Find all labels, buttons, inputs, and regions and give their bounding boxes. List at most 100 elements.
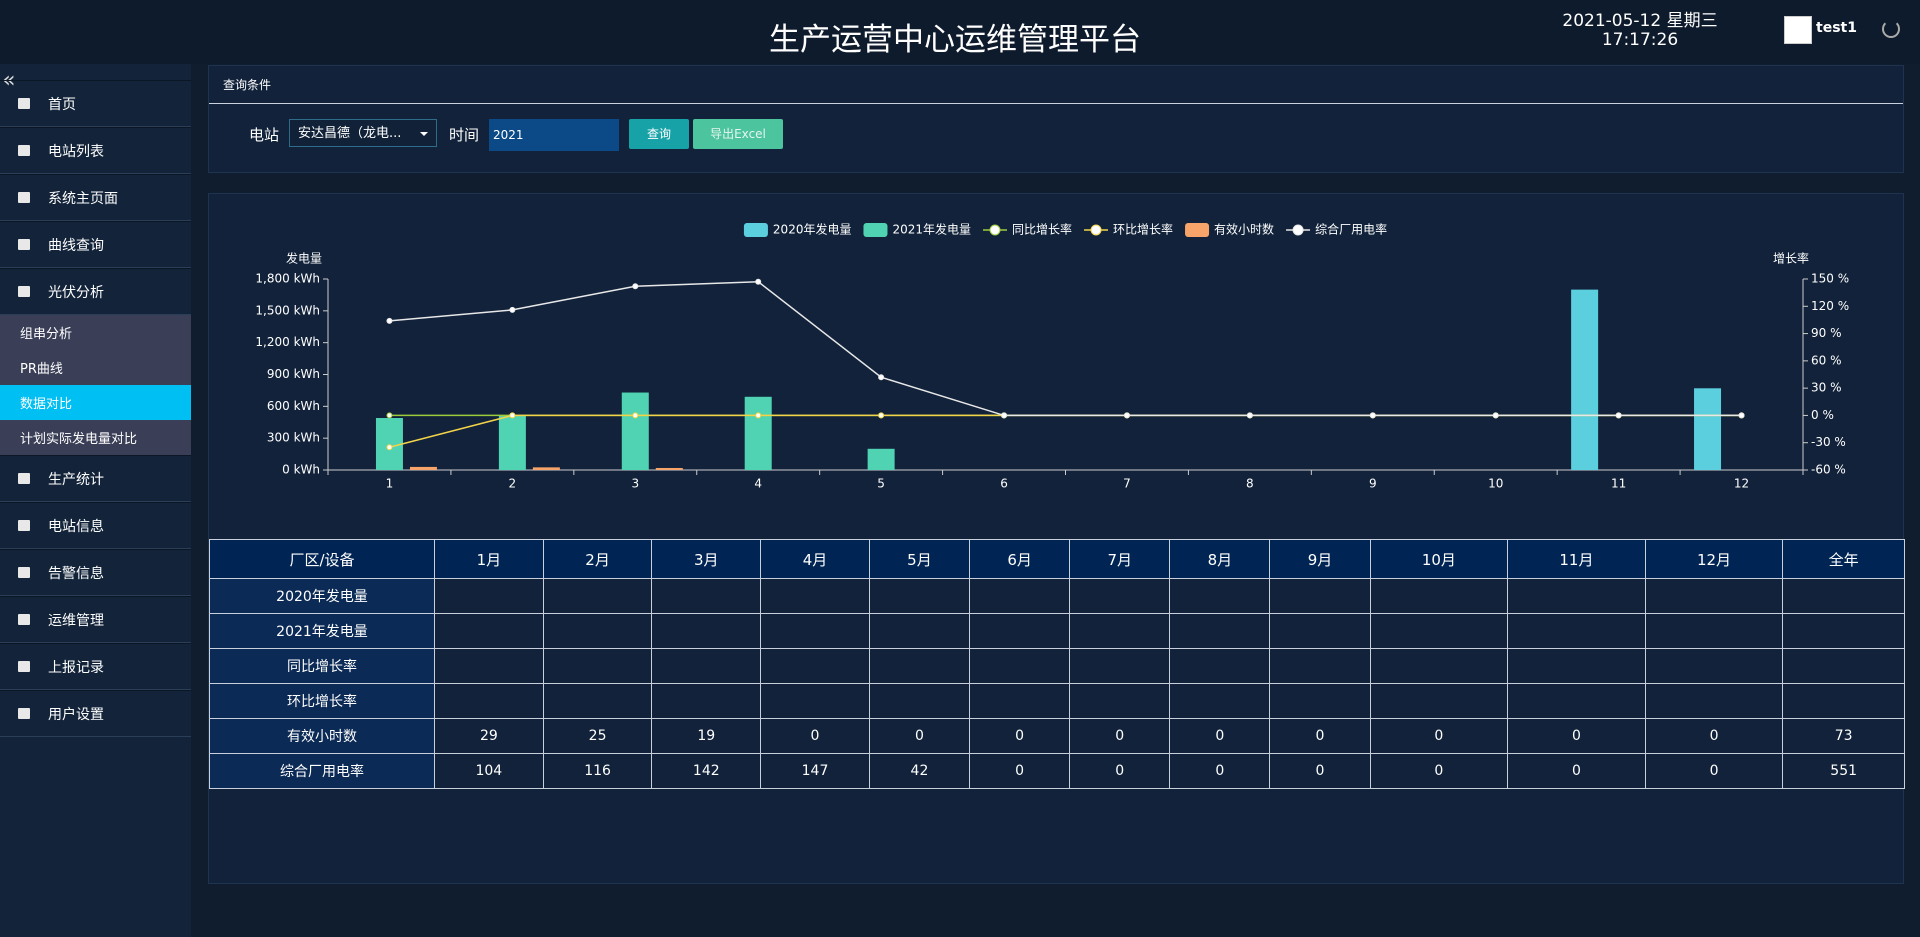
legend-label[interactable]: 综合厂用电率: [1315, 222, 1387, 237]
table-cell: 0: [760, 718, 870, 754]
bar: [655, 467, 683, 470]
table-cell: 0: [1169, 718, 1271, 754]
avatar[interactable]: [1784, 16, 1812, 44]
submenu-item[interactable]: 计划实际发电量对比: [0, 420, 191, 455]
time: 17:17:26: [1601, 30, 1679, 50]
station-select[interactable]: 安达昌德（龙电...: [289, 119, 437, 147]
line: [389, 280, 1742, 417]
y2-tick-label: -60 %: [1811, 463, 1846, 477]
table-cell: 73: [1782, 718, 1905, 754]
table-cell: [1169, 613, 1271, 649]
legend-label[interactable]: 2021年发电量: [892, 222, 971, 237]
x-tick-label: 6: [1000, 477, 1008, 491]
table-cell: 29: [434, 718, 544, 754]
bar: [867, 448, 895, 470]
menu-item[interactable]: 系统主页面: [0, 174, 191, 221]
legend-label[interactable]: 2020年发电量: [773, 222, 852, 237]
y2-tick-label: 30 %: [1811, 381, 1842, 395]
x-tick-label: 4: [754, 477, 762, 491]
query-panel: 查询条件 电站 安达昌德（龙电... 时间 2021 查询 导出Excel: [208, 65, 1904, 173]
x-tick-label: 2: [509, 477, 517, 491]
legend-swatch[interactable]: [863, 223, 888, 237]
bar: [621, 392, 649, 470]
bar: [409, 466, 437, 470]
user-name[interactable]: test1: [1816, 20, 1857, 36]
submenu-item[interactable]: 数据对比: [0, 385, 191, 420]
menu-icon: [18, 98, 30, 109]
table-cell: [1507, 648, 1646, 684]
line: [389, 414, 1742, 448]
column-header: 4月: [760, 539, 870, 579]
menu-item[interactable]: 用户设置: [0, 690, 191, 737]
y-axis-title: 发电量: [286, 251, 322, 266]
logout-button[interactable]: [1882, 20, 1900, 38]
table-cell: 25: [542, 718, 653, 754]
legend-swatch[interactable]: [1292, 224, 1304, 236]
menu-label: 生产统计: [48, 471, 104, 488]
table-row: 有效小时数 29 25 19 0 0 0 0 0 0 0 0 0 73: [209, 718, 1905, 754]
table-header: 厂区/设备 1月 2月 3月 4月 5月 6月 7月 8月 9月 10月 11月 12月 全年: [209, 539, 1905, 579]
table-cell: [969, 578, 1071, 614]
menu-item[interactable]: 电站列表: [0, 127, 191, 174]
menu-item[interactable]: 运维管理: [0, 596, 191, 643]
submenu-item[interactable]: 组串分析: [0, 315, 191, 350]
point: [878, 412, 885, 419]
legend-label[interactable]: 同比增长率: [1012, 222, 1072, 237]
menu-item[interactable]: 光伏分析: [0, 268, 191, 315]
submenu-item[interactable]: PR曲线: [0, 350, 191, 385]
y-tick-label: 1,200 kWh: [255, 335, 320, 349]
menu-label: 电站信息: [48, 518, 104, 535]
menu-item[interactable]: 曲线查询: [0, 221, 191, 268]
menu-item[interactable]: 电站信息: [0, 502, 191, 549]
x-tick-label: 7: [1123, 477, 1131, 491]
menu-item[interactable]: 生产统计: [0, 455, 191, 502]
data-table: 厂区/设备 1月 2月 3月 4月 5月 6月 7月 8月 9月 10月 11月 12月 全年 2020年发…: [209, 539, 1905, 789]
legend-label[interactable]: 有效小时数: [1214, 222, 1274, 237]
point: [509, 306, 516, 313]
panel-title: 查询条件: [223, 78, 272, 92]
table-cell: [1169, 648, 1271, 684]
column-header: 2月: [542, 539, 653, 579]
table-cell: [1069, 578, 1171, 614]
search-button[interactable]: 查询: [629, 119, 689, 149]
export-button[interactable]: 导出Excel: [693, 119, 783, 149]
table-cell: [1782, 578, 1905, 614]
table-cell: [1644, 578, 1784, 614]
legend-swatch[interactable]: [1090, 224, 1102, 236]
table-cell: 0: [969, 753, 1071, 789]
point: [878, 374, 885, 381]
table-cell: 104: [434, 753, 544, 789]
legend-swatch[interactable]: [1185, 223, 1210, 237]
menu-item[interactable]: 上报记录: [0, 643, 191, 690]
point: [1615, 412, 1622, 419]
time-label: 时间: [449, 126, 480, 144]
table-cell: [1507, 683, 1646, 719]
year-input[interactable]: 2021: [489, 119, 619, 151]
table-cell: [1169, 683, 1271, 719]
table-cell: [1369, 613, 1509, 649]
table-cell: [1269, 578, 1371, 614]
table-cell: [434, 613, 544, 649]
menu-icon: [18, 567, 30, 578]
table-cell: [1069, 613, 1171, 649]
table-cell: 0: [1369, 718, 1509, 754]
legend-label[interactable]: 环比增长率: [1113, 222, 1173, 237]
menu-item[interactable]: 告警信息: [0, 549, 191, 596]
legend-swatch[interactable]: [743, 223, 768, 237]
column-header: 12月: [1644, 539, 1784, 579]
page-title: 生产运营中心运维管理平台: [769, 22, 1141, 58]
table-cell: 42: [868, 753, 971, 789]
legend-swatch[interactable]: [989, 224, 1001, 236]
row-label: 同比增长率: [209, 648, 435, 684]
column-header: 5月: [868, 539, 971, 579]
column-header: 8月: [1169, 539, 1271, 579]
menu-item[interactable]: 首页: [0, 80, 191, 127]
bar: [532, 467, 560, 470]
bar: [1571, 289, 1599, 470]
point: [386, 444, 393, 451]
row-label: 有效小时数: [209, 718, 435, 754]
x-tick-label: 9: [1369, 477, 1377, 491]
menu-label: 上报记录: [48, 659, 104, 676]
point: [755, 412, 762, 419]
x-tick-label: 5: [877, 477, 885, 491]
